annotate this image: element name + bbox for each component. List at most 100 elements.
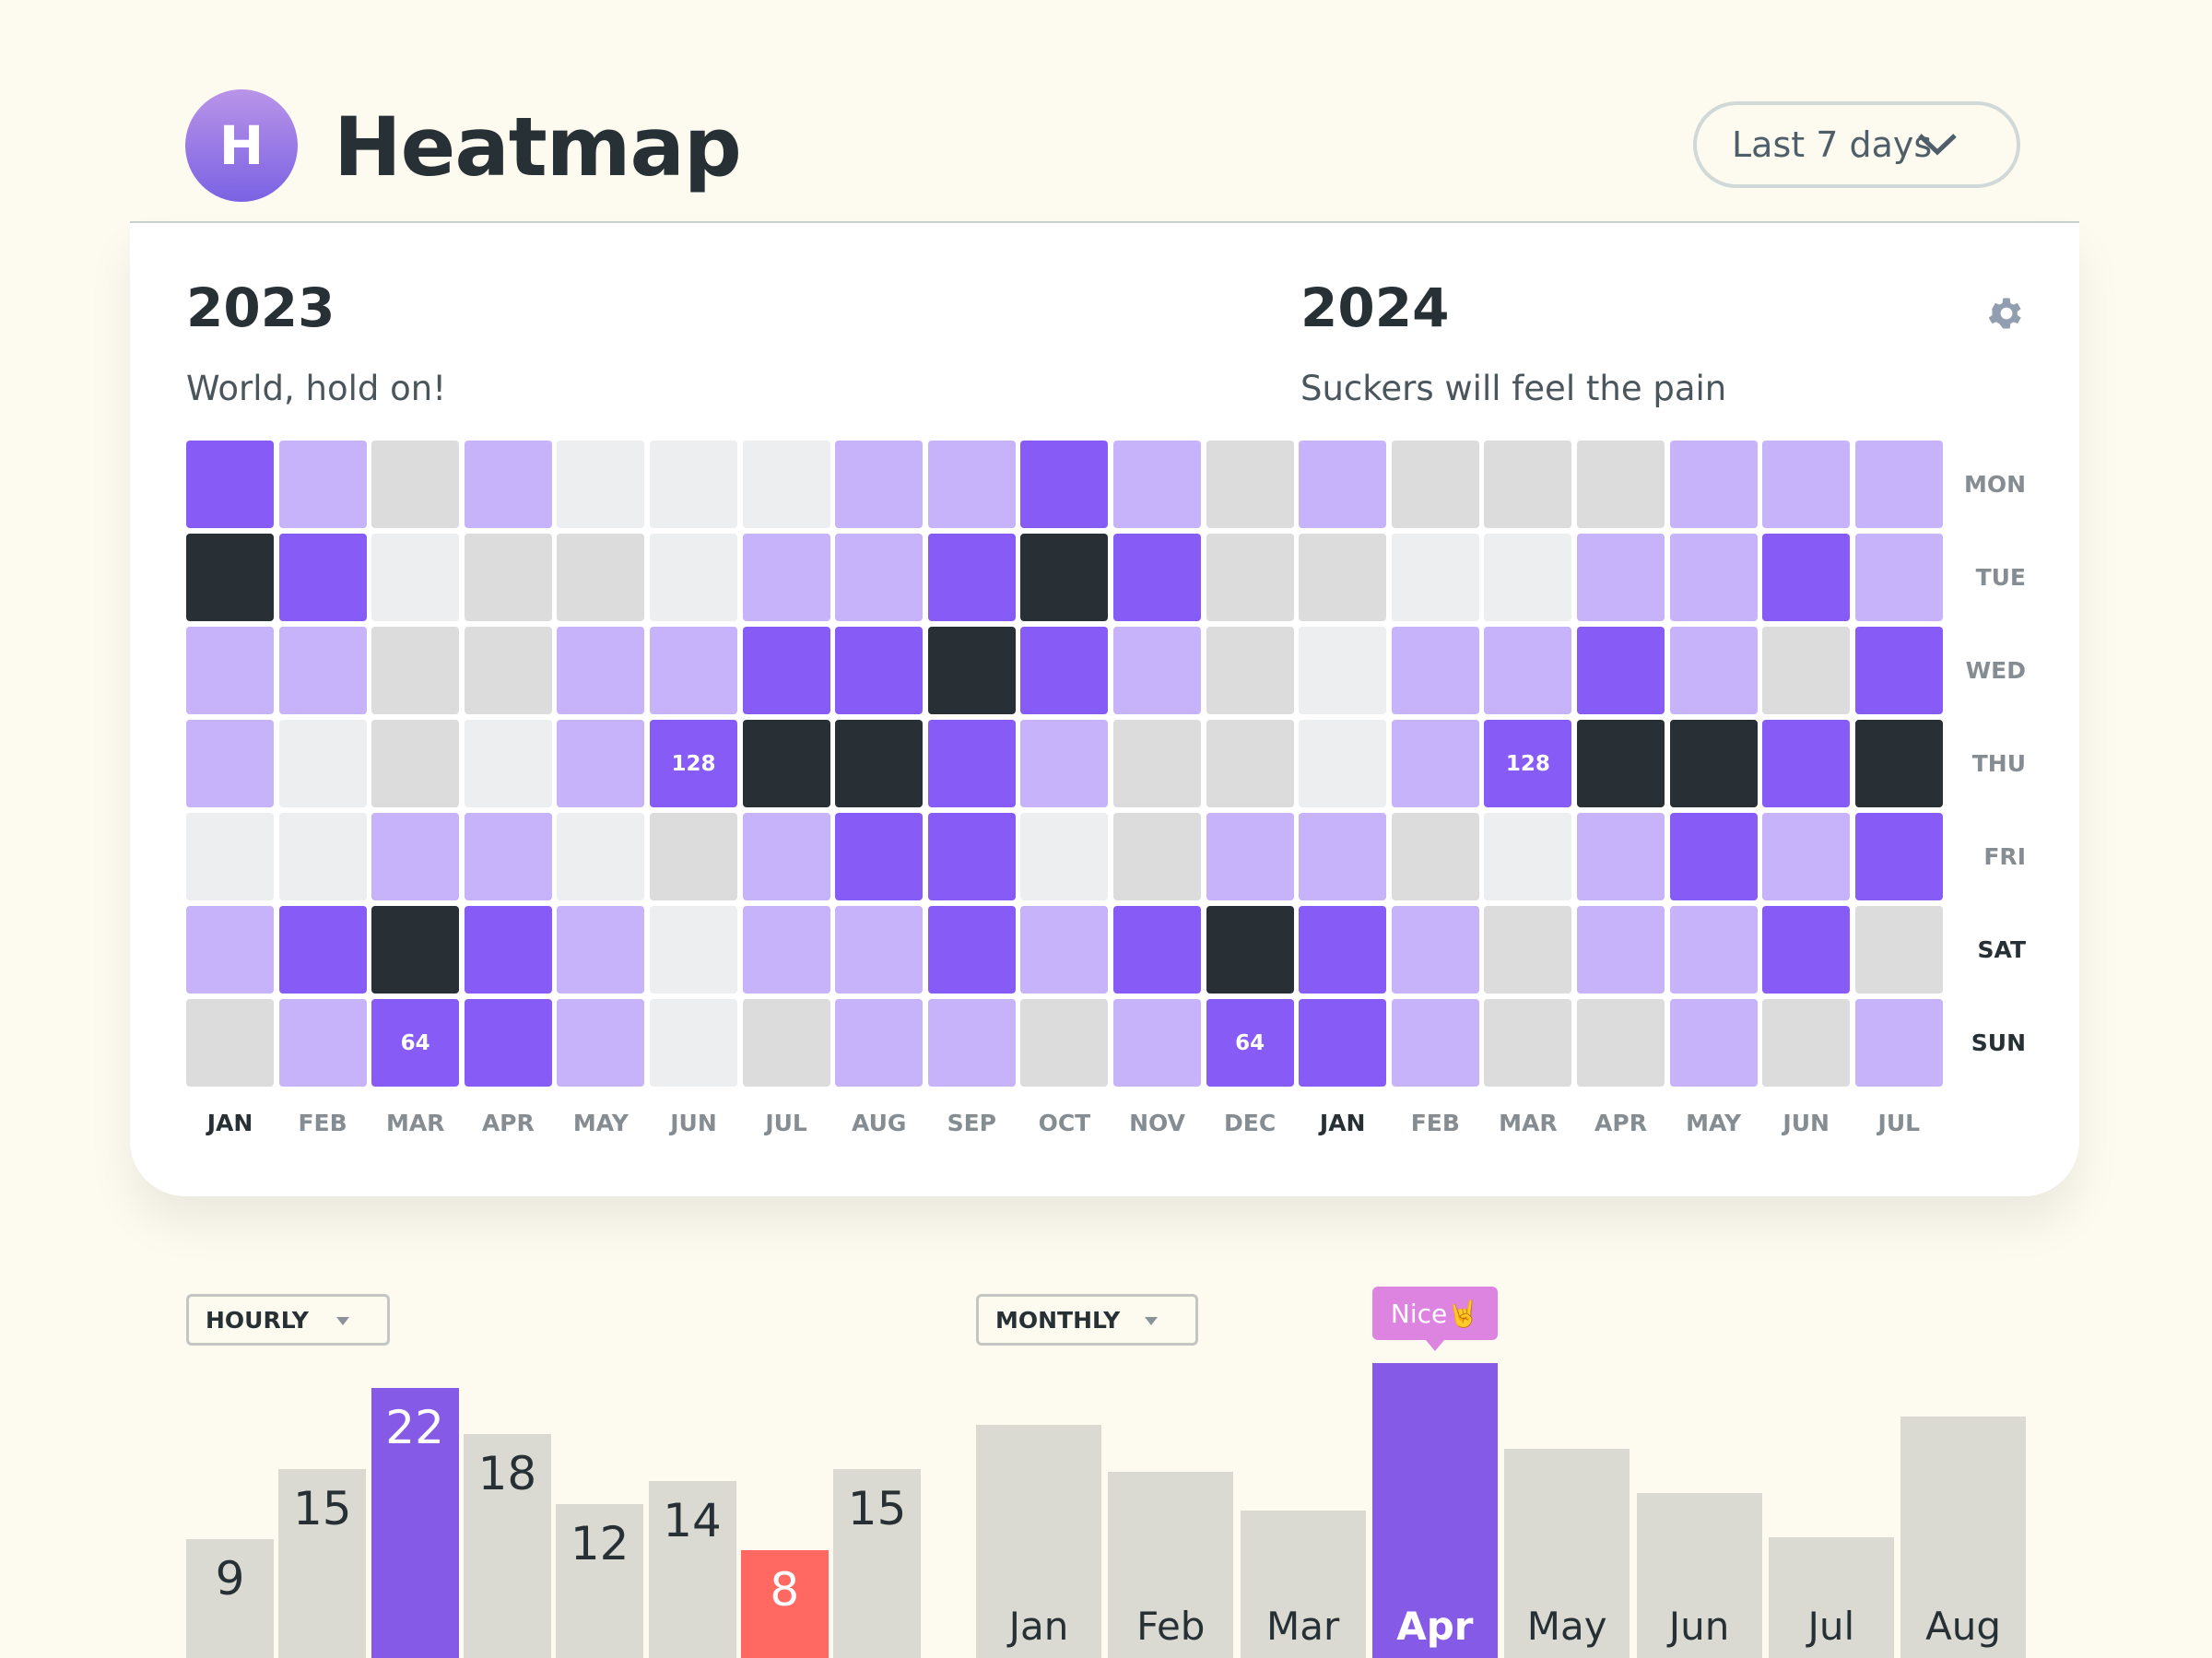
- heatmap-cell[interactable]: [1484, 441, 1572, 528]
- heatmap-cell[interactable]: [1391, 441, 1479, 528]
- heatmap-cell[interactable]: [1113, 906, 1201, 994]
- heatmap-cell[interactable]: [1484, 534, 1572, 621]
- heatmap-cell[interactable]: [1854, 813, 1943, 900]
- heatmap-cell[interactable]: [1854, 534, 1943, 621]
- date-range-dropdown[interactable]: Last 7 days: [1693, 101, 2020, 188]
- heatmap-cell[interactable]: [186, 720, 274, 807]
- heatmap-cell[interactable]: [278, 720, 367, 807]
- heatmap-cell[interactable]: [1669, 534, 1758, 621]
- heatmap-cell[interactable]: [1206, 813, 1294, 900]
- heatmap-cell[interactable]: [1206, 534, 1294, 621]
- heatmap-cell[interactable]: [1577, 906, 1665, 994]
- heatmap-cell[interactable]: [1577, 441, 1665, 528]
- heatmap-cell[interactable]: [557, 627, 645, 714]
- heatmap-cell[interactable]: [278, 813, 367, 900]
- heatmap-cell[interactable]: [1299, 999, 1387, 1087]
- heatmap-cell[interactable]: [927, 534, 1016, 621]
- heatmap-cell[interactable]: [1577, 720, 1665, 807]
- heatmap-cell[interactable]: [1854, 906, 1943, 994]
- heatmap-cell[interactable]: [1762, 999, 1851, 1087]
- heatmap-cell[interactable]: [742, 999, 830, 1087]
- heatmap-cell[interactable]: 64: [371, 999, 460, 1087]
- heatmap-cell[interactable]: 64: [1206, 999, 1294, 1087]
- heatmap-cell[interactable]: [1020, 906, 1109, 994]
- heatmap-cell[interactable]: [278, 627, 367, 714]
- heatmap-cell[interactable]: [464, 813, 552, 900]
- heatmap-cell[interactable]: [278, 906, 367, 994]
- heatmap-cell[interactable]: [186, 534, 274, 621]
- heatmap-cell[interactable]: [835, 627, 924, 714]
- heatmap-cell[interactable]: [1299, 813, 1387, 900]
- heatmap-cell[interactable]: [835, 441, 924, 528]
- heatmap-cell[interactable]: [1762, 534, 1851, 621]
- heatmap-cell[interactable]: [927, 999, 1016, 1087]
- hourly-bar[interactable]: 12: [556, 1503, 644, 1658]
- heatmap-cell[interactable]: [1206, 720, 1294, 807]
- heatmap-cell[interactable]: [1299, 720, 1387, 807]
- monthly-dropdown[interactable]: MONTHLY: [976, 1294, 1198, 1346]
- heatmap-cell[interactable]: [371, 906, 460, 994]
- heatmap-cell[interactable]: [1669, 999, 1758, 1087]
- heatmap-cell[interactable]: [557, 813, 645, 900]
- heatmap-cell[interactable]: 128: [650, 720, 737, 807]
- heatmap-cell[interactable]: 128: [1484, 720, 1572, 807]
- hourly-bar[interactable]: 15: [833, 1469, 922, 1658]
- heatmap-cell[interactable]: [927, 906, 1016, 994]
- heatmap-cell[interactable]: [650, 534, 737, 621]
- heatmap-cell[interactable]: [835, 720, 924, 807]
- heatmap-cell[interactable]: [1669, 906, 1758, 994]
- heatmap-cell[interactable]: [1391, 813, 1479, 900]
- heatmap-cell[interactable]: [1391, 534, 1479, 621]
- heatmap-cell[interactable]: [1762, 441, 1851, 528]
- heatmap-cell[interactable]: [1577, 999, 1665, 1087]
- hourly-bar[interactable]: 18: [463, 1434, 551, 1658]
- heatmap-cell[interactable]: [1484, 906, 1572, 994]
- heatmap-cell[interactable]: [278, 999, 367, 1087]
- heatmap-cell[interactable]: [835, 813, 924, 900]
- heatmap-cell[interactable]: [371, 720, 460, 807]
- heatmap-cell[interactable]: [835, 534, 924, 621]
- heatmap-cell[interactable]: [1577, 813, 1665, 900]
- heatmap-cell[interactable]: [1669, 627, 1758, 714]
- hourly-bar[interactable]: 8: [740, 1550, 829, 1658]
- heatmap-cell[interactable]: [1669, 813, 1758, 900]
- heatmap-cell[interactable]: [1299, 534, 1387, 621]
- heatmap-cell[interactable]: [1854, 441, 1943, 528]
- heatmap-cell[interactable]: [1113, 441, 1201, 528]
- heatmap-cell[interactable]: [650, 813, 737, 900]
- heatmap-cell[interactable]: [557, 534, 645, 621]
- heatmap-cell[interactable]: [1299, 441, 1387, 528]
- hourly-bar[interactable]: 15: [278, 1469, 367, 1658]
- monthly-bar[interactable]: Jul: [1768, 1536, 1894, 1658]
- heatmap-cell[interactable]: [557, 999, 645, 1087]
- monthly-bar[interactable]: Jun: [1636, 1492, 1762, 1658]
- heatmap-cell[interactable]: [1391, 627, 1479, 714]
- heatmap-cell[interactable]: [371, 534, 460, 621]
- monthly-bar[interactable]: May: [1504, 1448, 1630, 1658]
- heatmap-cell[interactable]: [371, 441, 460, 528]
- heatmap-cell[interactable]: [1854, 720, 1943, 807]
- heatmap-cell[interactable]: [557, 720, 645, 807]
- heatmap-cell[interactable]: [1762, 720, 1851, 807]
- heatmap-cell[interactable]: [371, 627, 460, 714]
- monthly-bar[interactable]: Mar: [1240, 1511, 1366, 1658]
- heatmap-cell[interactable]: [186, 999, 274, 1087]
- heatmap-cell[interactable]: [1113, 813, 1201, 900]
- heatmap-cell[interactable]: [1854, 627, 1943, 714]
- heatmap-cell[interactable]: [1299, 906, 1387, 994]
- heatmap-cell[interactable]: [927, 813, 1016, 900]
- heatmap-cell[interactable]: [1113, 627, 1201, 714]
- heatmap-cell[interactable]: [1206, 627, 1294, 714]
- heatmap-cell[interactable]: [1113, 720, 1201, 807]
- heatmap-cell[interactable]: [1020, 999, 1109, 1087]
- heatmap-cell[interactable]: [1577, 627, 1665, 714]
- heatmap-cell[interactable]: [650, 999, 737, 1087]
- monthly-bar[interactable]: Feb: [1108, 1472, 1234, 1658]
- heatmap-cell[interactable]: [186, 441, 274, 528]
- monthly-bar[interactable]: Apr: [1371, 1363, 1498, 1658]
- hourly-bar[interactable]: 9: [186, 1538, 274, 1658]
- monthly-bar[interactable]: Aug: [1900, 1416, 2027, 1658]
- heatmap-cell[interactable]: [650, 627, 737, 714]
- heatmap-cell[interactable]: [1391, 720, 1479, 807]
- heatmap-cell[interactable]: [1762, 813, 1851, 900]
